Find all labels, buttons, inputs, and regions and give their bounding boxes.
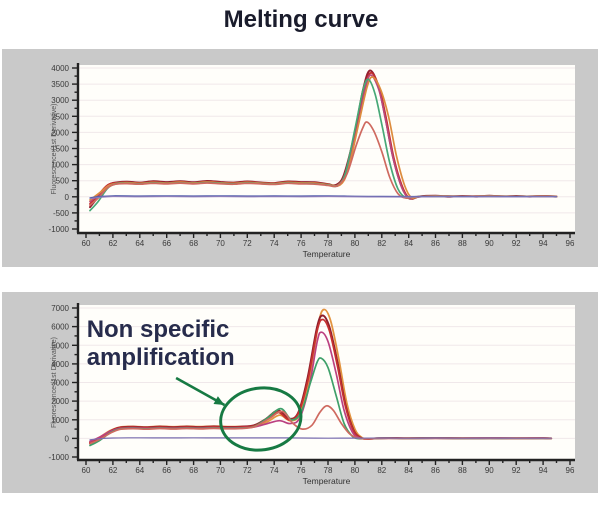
x-tick-label: 78: [324, 466, 333, 475]
x-tick-label: 70: [216, 239, 225, 248]
x-tick-label: 74: [270, 239, 279, 248]
annotation-ellipse: [219, 386, 303, 452]
x-tick-label: 62: [108, 239, 117, 248]
y-tick-label: -1000: [49, 225, 70, 234]
x-tick-label: 84: [404, 466, 413, 475]
y-tick-label: 500: [56, 177, 70, 186]
x-tick-label: 68: [189, 466, 198, 475]
series-blue-purple: [89, 437, 552, 441]
x-tick-label: 88: [458, 466, 467, 475]
y-tick-label: 2500: [51, 112, 69, 121]
annotation-text: amplification: [87, 344, 235, 371]
x-tick-label: 90: [485, 239, 494, 248]
y-tick-label: 4000: [51, 360, 69, 369]
page-title: Melting curve: [223, 6, 379, 33]
x-tick-label: 76: [297, 466, 306, 475]
annotation-text: Non specific: [87, 316, 230, 343]
x-tick-label: 86: [431, 239, 440, 248]
x-tick-label: 94: [539, 239, 548, 248]
y-tick-label: 2000: [51, 128, 69, 137]
x-tick-label: 66: [162, 239, 171, 248]
y-tick-label: 2000: [51, 397, 69, 406]
x-tick-label: 72: [243, 239, 252, 248]
x-tick-label: 68: [189, 239, 198, 248]
series-blue: [89, 195, 558, 199]
y-tick-label: -500: [53, 209, 70, 218]
y-axis-label: Fluorescence (1st Derivative): [51, 103, 58, 194]
x-tick-label: 74: [270, 466, 279, 475]
y-tick-label: 4000: [51, 64, 69, 73]
y-tick-label: 1000: [51, 416, 69, 425]
x-tick-label: 94: [539, 466, 548, 475]
x-tick-label: 86: [431, 466, 440, 475]
x-tick-label: 96: [566, 466, 575, 475]
x-tick-label: 66: [162, 466, 171, 475]
x-tick-label: 62: [108, 466, 117, 475]
x-tick-label: 70: [216, 466, 225, 475]
x-tick-label: 92: [512, 466, 521, 475]
x-tick-label: 84: [404, 239, 413, 248]
melting-curve-panel-clean: 60 62 64 66 68 70 72 74 76 78 80 82 84 86 88 90 92 94 96 -1…: [2, 49, 598, 267]
y-tick-label: 1000: [51, 161, 69, 170]
melting-curve-panel-nonspecific: 60 62 64 66 68 70 72 74 76 78 80 82 84 86 88 90 92 94 96 -1…: [2, 292, 598, 493]
x-tick-label: 90: [485, 466, 494, 475]
x-tick-label: 76: [297, 239, 306, 248]
x-tick-label: 82: [377, 466, 386, 475]
y-tick-label: 1500: [51, 145, 69, 154]
x-tick-label: 72: [243, 466, 252, 475]
y-tick-label: 7000: [51, 304, 69, 313]
x-tick-label: 82: [377, 239, 386, 248]
x-tick-label: 60: [82, 466, 91, 475]
x-tick-label: 80: [350, 466, 359, 475]
x-tick-label: 60: [82, 239, 91, 248]
x-tick-label: 80: [350, 239, 359, 248]
y-tick-label: 6000: [51, 323, 69, 332]
y-tick-label: 3000: [51, 379, 69, 388]
y-tick-label: 0: [65, 434, 70, 443]
melting-curve-chart-nonspecific: 60 62 64 66 68 70 72 74 76 78 80 82 84 86 88 90 92 94 96 -1…: [49, 303, 575, 486]
x-tick-label: 64: [135, 239, 144, 248]
x-tick-label: 64: [135, 466, 144, 475]
y-tick-label: 0: [65, 193, 70, 202]
y-tick-label: 5000: [51, 341, 69, 350]
annotation-arrowhead-icon: [213, 396, 225, 405]
series-purple: [89, 196, 558, 200]
y-axis-label: Fluorescence (1st Derivative): [51, 337, 58, 428]
x-tick-label: 88: [458, 239, 467, 248]
y-tick-label: -1000: [49, 453, 70, 462]
x-tick-label: 92: [512, 239, 521, 248]
y-tick-label: 3000: [51, 96, 69, 105]
x-tick-label: 78: [324, 239, 333, 248]
x-tick-label: 96: [566, 239, 575, 248]
y-tick-label: 3500: [51, 80, 69, 89]
x-axis-label: Temperature: [303, 476, 351, 486]
x-axis-label: Temperature: [303, 249, 351, 259]
melting-curve-chart-clean: 60 62 64 66 68 70 72 74 76 78 80 82 84 86 88 90 92 94 96 -1…: [49, 63, 575, 259]
